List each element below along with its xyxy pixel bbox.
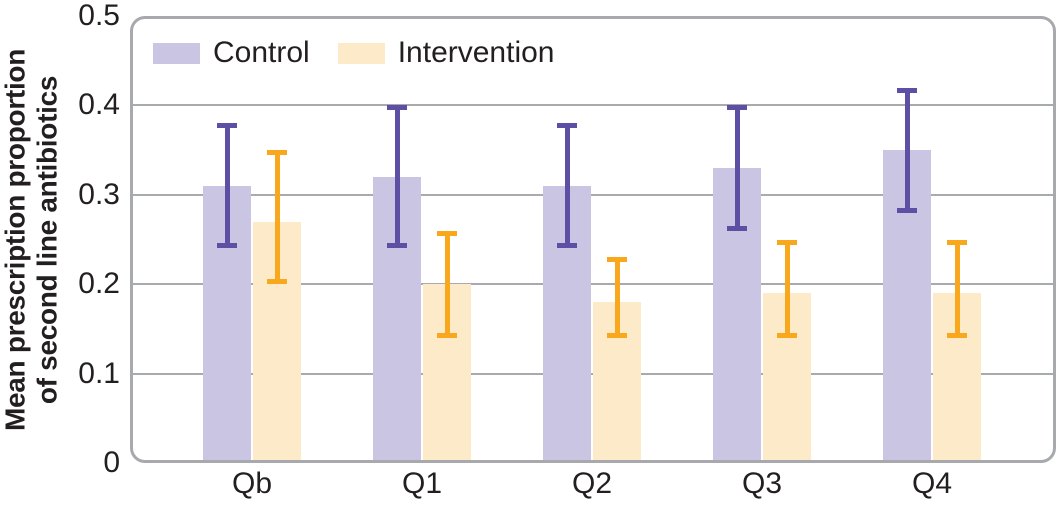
legend-swatch-intervention xyxy=(337,42,385,64)
error-bar-cap xyxy=(607,257,627,263)
y-tick-label: 0.3 xyxy=(78,177,120,211)
y-axis-title: Mean prescription proportion of second l… xyxy=(0,0,66,493)
gridline xyxy=(130,193,1056,196)
x-tick-label-q3: Q3 xyxy=(741,467,783,500)
error-bar-cap xyxy=(897,207,917,213)
legend: Control Intervention xyxy=(153,37,555,69)
error-bar-cap xyxy=(437,332,457,338)
error-bar-cap xyxy=(387,105,407,111)
error-bar-cap xyxy=(557,123,577,129)
error-bar-control-q3 xyxy=(734,105,740,231)
legend-label-intervention: Intervention xyxy=(397,36,555,69)
error-bar-cap xyxy=(727,225,747,231)
error-bar-cap xyxy=(267,279,287,285)
error-bar-cap xyxy=(217,243,237,249)
error-bar-cap xyxy=(217,123,237,129)
plot-area: Control Intervention xyxy=(130,16,1056,463)
error-bar-cap xyxy=(897,87,917,93)
y-tick-label: 0 xyxy=(103,446,120,479)
error-bar-cap xyxy=(777,332,797,338)
error-bar-cap xyxy=(777,239,797,245)
error-bar-control-q1 xyxy=(394,105,400,249)
y-tick-label: 0.4 xyxy=(78,88,120,122)
error-bar-control-q4 xyxy=(904,87,910,213)
error-bar-cap xyxy=(727,105,747,111)
error-bar-cap xyxy=(437,230,457,236)
error-bar-cap xyxy=(607,332,627,338)
error-bar-intervention-q3 xyxy=(784,239,790,338)
gridline xyxy=(130,104,1056,107)
legend-label-control: Control xyxy=(213,36,310,69)
x-tick-label-q1: Q1 xyxy=(401,467,443,500)
error-bar-intervention-qb xyxy=(274,150,280,285)
error-bar-cap xyxy=(267,150,287,156)
y-axis-title-line2: of second line antibiotics xyxy=(31,75,63,405)
legend-swatch-control xyxy=(153,42,200,64)
error-bar-control-q2 xyxy=(564,123,570,249)
error-bar-cap xyxy=(947,332,967,338)
y-axis-title-line1: Mean prescription proportion xyxy=(0,48,31,432)
x-tick-label-q2: Q2 xyxy=(571,467,613,500)
error-bar-cap xyxy=(387,243,407,249)
error-bar-control-qb xyxy=(224,123,230,249)
gridline xyxy=(130,283,1056,286)
y-tick-label: 0.1 xyxy=(78,356,120,390)
error-bar-cap xyxy=(947,239,967,245)
y-tick-label: 0.2 xyxy=(78,267,120,301)
y-tick-label: 0.5 xyxy=(78,0,120,32)
error-bar-cap xyxy=(557,243,577,249)
error-bar-intervention-q1 xyxy=(444,230,450,338)
error-bar-intervention-q2 xyxy=(614,257,620,338)
error-bar-intervention-q4 xyxy=(954,239,960,338)
x-tick-label-q4: Q4 xyxy=(911,467,953,500)
x-tick-label-qb: Qb xyxy=(231,467,273,500)
